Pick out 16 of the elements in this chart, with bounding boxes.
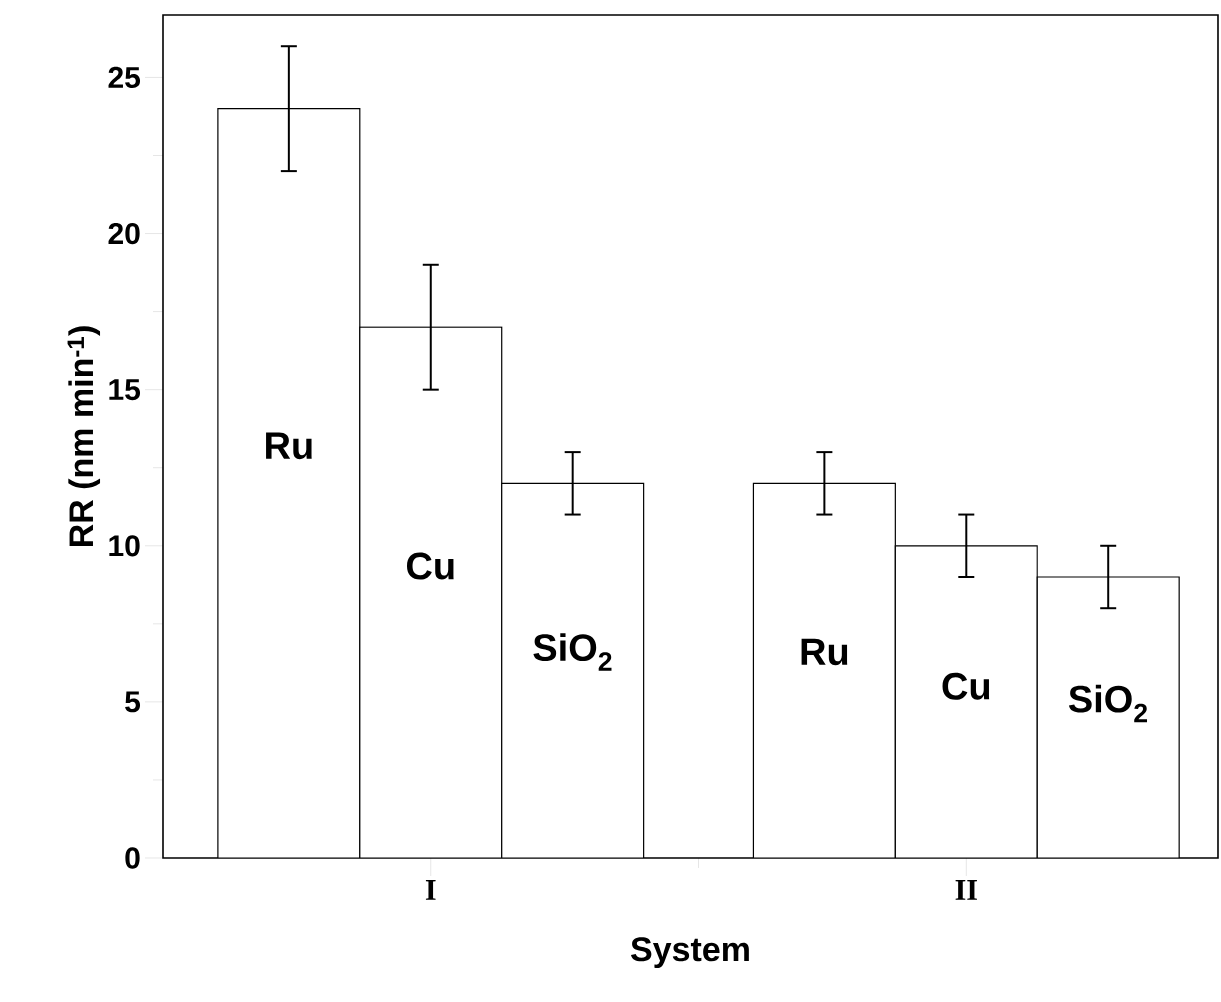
y-tick-label: 5 bbox=[125, 691, 141, 713]
y-tick-label: 10 bbox=[109, 535, 140, 557]
series-label: Cu bbox=[942, 672, 990, 700]
y-tick-label: 15 bbox=[109, 379, 141, 401]
y-axis-title: RR (nm min$^{-1}$) bbox=[67, 326, 101, 547]
text: SiO$_{2}$ bbox=[1068, 684, 1148, 723]
y-tick-label: 0 bbox=[125, 847, 140, 869]
y-tick-label: 20 bbox=[108, 222, 140, 245]
text: Cu bbox=[406, 552, 454, 580]
series-label: SiO$_{2}$ bbox=[533, 633, 612, 671]
x-tick-label: I bbox=[425, 880, 436, 900]
text: Ru bbox=[801, 638, 848, 666]
y-tick-label: 25 bbox=[108, 66, 141, 89]
series-label: Ru bbox=[266, 432, 312, 460]
x-axis-title: System bbox=[630, 937, 749, 969]
x-tick-label: II bbox=[955, 880, 977, 900]
